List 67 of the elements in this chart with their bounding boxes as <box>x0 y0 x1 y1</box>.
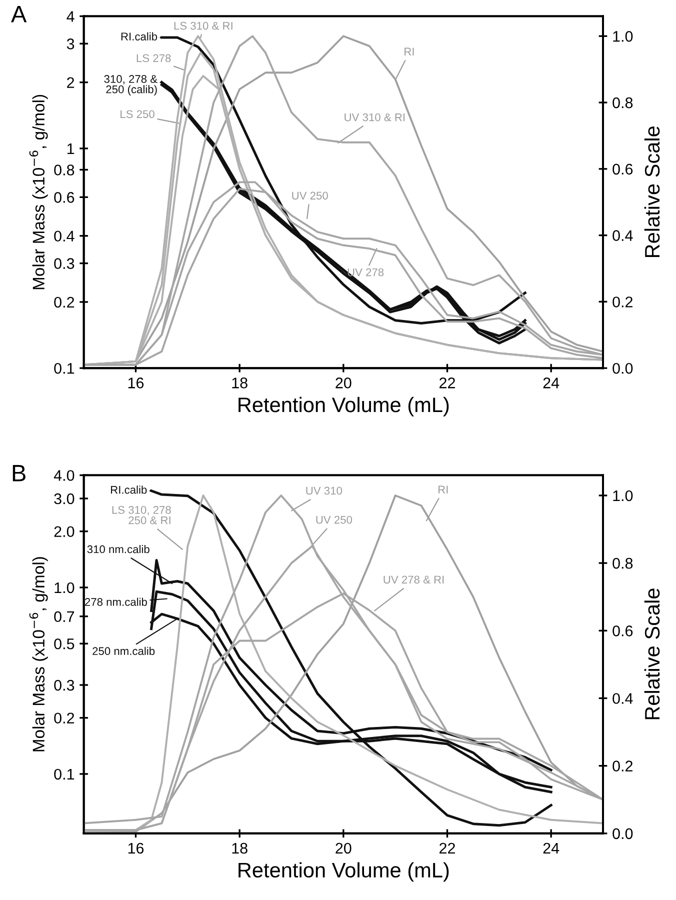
x-tick-label: 18 <box>232 378 248 388</box>
y-tick-label: 1 <box>67 143 74 154</box>
x-tick-label: 24 <box>543 378 560 388</box>
y-tick-label: 0.2 <box>54 712 74 724</box>
y-axis-title: Molar Mass (x10$^{−6}$, g/mol) <box>29 94 48 290</box>
x-tick-label: 18 <box>232 842 248 854</box>
y-tick-label: 3 <box>66 38 74 50</box>
y-tick-label: 0.1 <box>54 362 74 374</box>
annotation: LS 310 & RI <box>174 22 232 30</box>
y-tick-label: 0.5 <box>54 638 74 650</box>
y2-axis-title: Relative Scale <box>644 588 660 720</box>
y-tick-label: 2 <box>67 77 74 88</box>
x-tick-label: 24 <box>543 842 560 854</box>
y-tick-label: 0.6 <box>54 192 74 203</box>
y2-tick-label: 0.6 <box>612 626 633 636</box>
y2-tick-label: 0.6 <box>612 164 633 175</box>
y-tick-label: 0.7 <box>54 611 74 622</box>
y2-tick-label: 0.0 <box>612 362 633 374</box>
x-tick-label: 22 <box>440 378 455 388</box>
annotation: 250 nm.calib <box>92 646 155 656</box>
annotation: UV 310 & RI <box>344 113 405 122</box>
y-tick-label: 0.3 <box>54 680 74 691</box>
annotation: 310, 278 & 250 (calib) <box>104 75 158 96</box>
y-tick-label: 4.0 <box>54 470 74 481</box>
annotation: UV 250 <box>316 516 352 524</box>
y-tick-label: 4 <box>66 11 74 22</box>
y2-tick-label: 0.8 <box>612 558 633 569</box>
annotation: RI <box>404 48 414 56</box>
y-tick-label: 0.1 <box>54 768 74 780</box>
x-tick-label: 22 <box>440 842 455 854</box>
x-tick-label: 16 <box>128 842 144 854</box>
y-tick-label: 0.2 <box>54 296 74 308</box>
y2-tick-label: 1.0 <box>613 30 633 42</box>
annotation: 278 nm.calib <box>85 598 147 606</box>
y2-tick-label: 0.2 <box>612 296 632 308</box>
x-tick-label: 20 <box>336 378 352 388</box>
chart-title: A <box>11 6 27 22</box>
y-tick-label: 0.3 <box>54 258 74 269</box>
y2-tick-label: 0.2 <box>612 760 632 772</box>
annotation: 310 nm.calib <box>87 545 150 554</box>
y2-tick-label: 0.8 <box>612 97 633 108</box>
annotation: LS 250 <box>120 110 154 118</box>
y-tick-label: 0.8 <box>54 164 74 176</box>
annotation: RI.calib <box>121 32 158 40</box>
annotation: RI.calib <box>111 486 147 494</box>
y-tick-label: 3.0 <box>54 493 74 504</box>
annotation: UV 250 <box>292 192 328 200</box>
annotation: RI <box>438 486 448 494</box>
y-tick-label: 2.0 <box>54 526 74 538</box>
x-axis-title: Retention Volume (mL) <box>238 396 449 416</box>
y2-tick-label: 0.0 <box>612 828 633 840</box>
annotation: UV 278 <box>348 268 384 276</box>
annotation: UV 310 <box>306 486 342 495</box>
chart-title: B <box>12 465 26 482</box>
y-tick-label: 1.0 <box>54 582 74 594</box>
annotation: LS 278 <box>136 54 171 62</box>
x-tick-label: 20 <box>336 842 352 854</box>
annotation: UV 278 & RI <box>384 576 444 584</box>
y2-tick-label: 1.0 <box>613 490 633 502</box>
y-tick-label: 0.4 <box>54 230 74 242</box>
x-axis-title: Retention Volume (mL) <box>238 862 449 882</box>
y2-tick-label: 0.4 <box>612 230 633 241</box>
x-tick-label: 16 <box>128 378 144 388</box>
y2-tick-label: 0.4 <box>612 693 633 704</box>
annotation: LS 310, 278 250 & RI <box>112 506 171 524</box>
y2-axis-title: Relative Scale <box>644 126 660 258</box>
y-axis-title: Molar Mass (x10$^{−6}$, g/mol) <box>29 557 48 752</box>
